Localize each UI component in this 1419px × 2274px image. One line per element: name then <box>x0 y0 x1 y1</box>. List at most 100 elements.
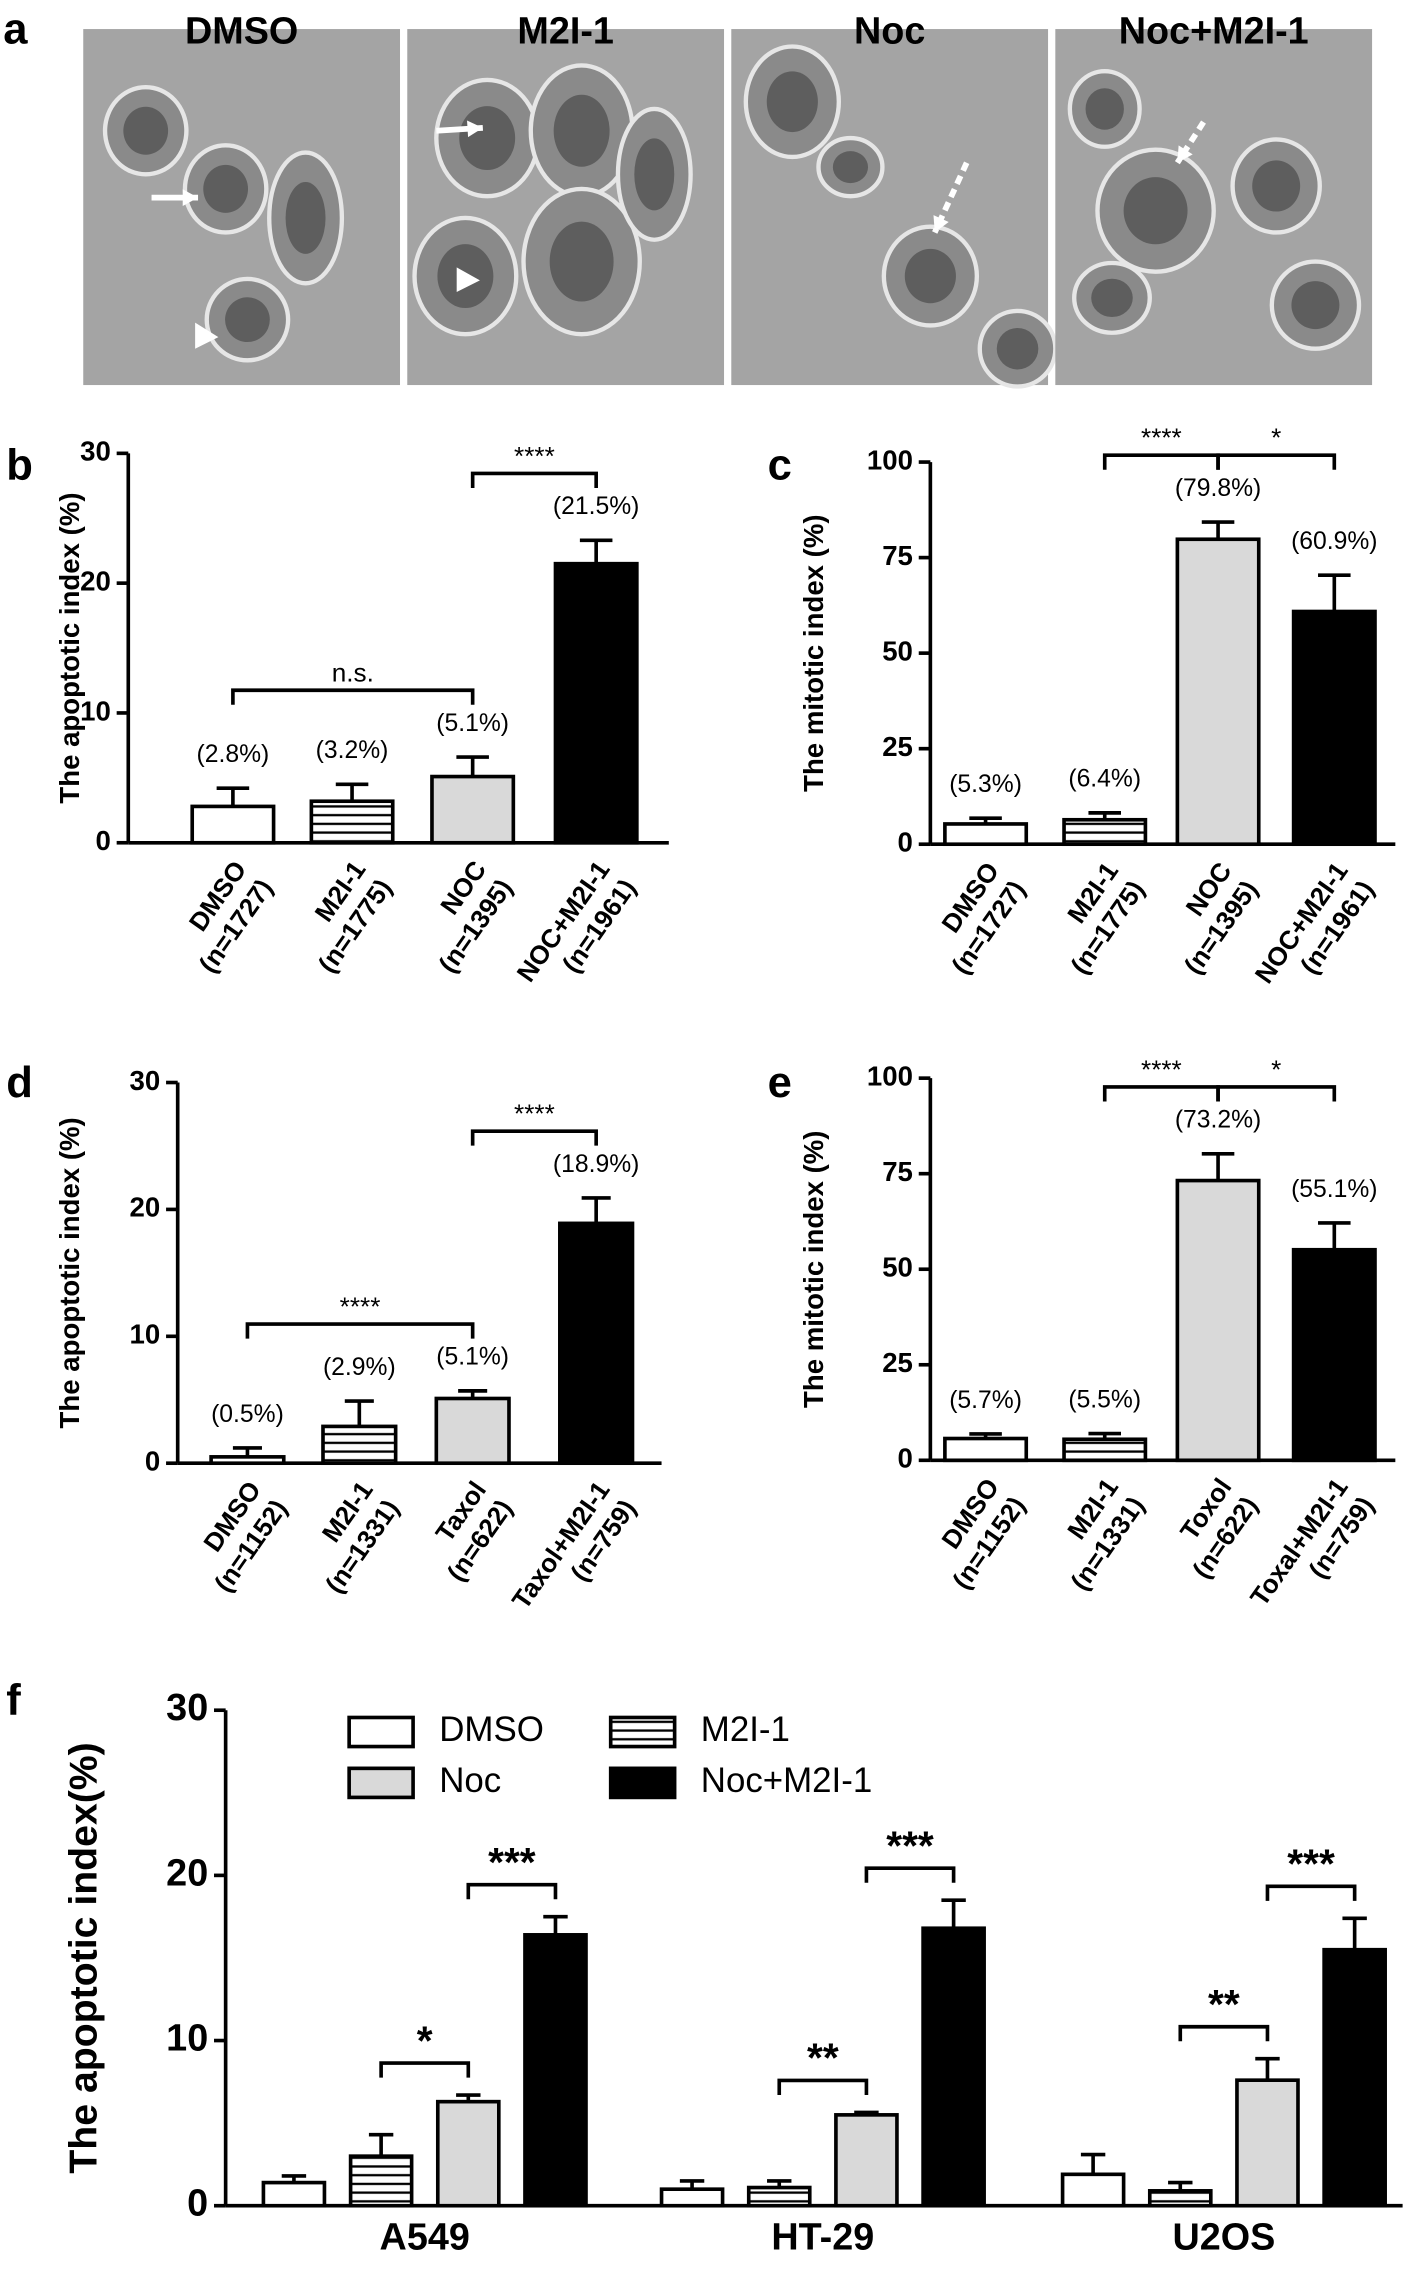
bar <box>943 1436 1029 1463</box>
y-tick-label: 0 <box>95 825 110 856</box>
y-tick-label: 75 <box>882 540 913 571</box>
panel-label: b <box>6 442 33 490</box>
x-tick-label-group: DMSO(n=1727) <box>935 857 1031 980</box>
bar <box>659 2187 725 2208</box>
significance-label: **** <box>1141 423 1182 453</box>
value-label: (60.9%) <box>1291 528 1377 555</box>
significance-bracket <box>470 471 598 489</box>
value-label: (5.3%) <box>949 771 1022 798</box>
value-label: (5.1%) <box>436 1344 509 1371</box>
significance-bracket <box>1216 453 1337 470</box>
nucleus <box>1085 88 1124 130</box>
value-label: (2.8%) <box>197 741 270 768</box>
arrowhead-mark <box>195 322 219 349</box>
bar <box>1291 609 1377 847</box>
bar <box>523 1933 588 2208</box>
x-tick-label-group: DMSO(n=1727) <box>183 855 279 978</box>
y-tick-label: 0 <box>145 1446 160 1477</box>
nucleus <box>203 164 249 213</box>
nucleus <box>123 106 169 155</box>
value-label: (6.4%) <box>1068 766 1141 793</box>
bar <box>921 1926 986 2208</box>
legend-label: DMSO <box>439 1710 544 1749</box>
bar <box>834 2113 899 2208</box>
significance-bracket <box>777 2078 869 2095</box>
arrow-head <box>182 189 199 206</box>
y-tick-label: 50 <box>882 1252 913 1283</box>
significance-label: **** <box>340 1291 381 1321</box>
significance-bracket <box>1102 1085 1220 1102</box>
bar <box>558 1221 635 1466</box>
panel-label: d <box>6 1059 33 1107</box>
bar <box>209 1455 286 1466</box>
significance-bracket <box>864 1866 956 1883</box>
bar <box>430 774 516 845</box>
y-tick-label: 100 <box>867 444 913 475</box>
significance-bracket <box>466 1882 558 1900</box>
nucleus <box>1091 278 1133 318</box>
y-tick-label: 20 <box>166 1852 208 1894</box>
legend-label: Noc <box>439 1761 501 1800</box>
x-tick-label-group: M2I-1(n=1775) <box>309 855 398 978</box>
x-tick-label-group: NOC(n=1395) <box>1178 857 1264 980</box>
significance-label: ** <box>807 2035 839 2081</box>
bar <box>1322 1947 1387 2208</box>
nucleus <box>766 71 818 133</box>
significance-label: n.s. <box>332 658 374 688</box>
x-tick-label-group: DMSO(n=1152) <box>935 1473 1031 1595</box>
bar <box>1235 2078 1300 2208</box>
value-label: (21.5%) <box>553 493 639 520</box>
x-tick-label: A549 <box>380 2216 470 2258</box>
significance-bracket <box>231 688 475 705</box>
image-title: DMSO <box>185 11 298 53</box>
value-label: (73.2%) <box>1175 1107 1261 1134</box>
y-axis-label: The apoptotic index (%) <box>54 1117 85 1428</box>
significance-bracket <box>1265 1884 1357 1901</box>
nucleus <box>285 181 326 254</box>
y-axis-label: The apoptotic index (%) <box>54 492 85 803</box>
arrow <box>1174 120 1206 165</box>
value-label: (5.7%) <box>949 1387 1022 1414</box>
image-title: Noc+M2I-1 <box>1119 11 1309 53</box>
nucleus <box>1123 177 1188 245</box>
y-tick-label: 20 <box>80 565 111 596</box>
x-tick-label-group: NOC(n=1395) <box>432 855 518 978</box>
y-tick-label: 100 <box>867 1060 913 1091</box>
x-tick-label-group: M2I-1(n=1331) <box>316 1476 405 1599</box>
bar <box>309 799 395 845</box>
legend-label: M2I-1 <box>701 1710 790 1749</box>
arrow-head <box>467 120 483 138</box>
x-tick-label-group: DMSO(n=1152) <box>197 1476 293 1598</box>
significance-bracket <box>1178 2024 1270 2042</box>
significance-label: **** <box>514 441 555 471</box>
bar <box>348 2154 414 2208</box>
x-tick-label-group: Toxol(n=622) <box>1174 1473 1264 1584</box>
y-tick-label: 25 <box>882 731 913 762</box>
legend-label: Noc+M2I-1 <box>701 1761 872 1800</box>
bar <box>553 561 639 845</box>
significance-bracket <box>379 2061 471 2078</box>
nucleus <box>996 327 1039 370</box>
x-tick-label: U2OS <box>1172 2216 1275 2258</box>
nucleus <box>549 221 614 302</box>
arrow-head <box>1177 145 1193 163</box>
value-label: (79.8%) <box>1175 475 1261 502</box>
bar <box>261 2180 327 2208</box>
y-axis-label: The mitotic index (%) <box>798 514 829 792</box>
image-title: Noc <box>854 11 925 53</box>
image-title: M2I-1 <box>517 11 614 53</box>
arrowhead-mark <box>456 267 480 293</box>
y-tick-label: 0 <box>187 2183 208 2225</box>
x-tick-label-group: Taxol(n=622) <box>429 1476 518 1587</box>
bar <box>1147 2189 1213 2208</box>
x-tick-label-group: M2I-1(n=1775) <box>1061 857 1150 980</box>
nucleus <box>832 151 869 184</box>
bar <box>1062 1437 1148 1463</box>
bar <box>321 1424 398 1466</box>
value-label: (0.5%) <box>211 1401 284 1428</box>
panel-label: a <box>3 6 28 54</box>
x-tick-label-group: Taxol+M2I-1(n=759) <box>506 1476 642 1615</box>
bar <box>434 1396 511 1466</box>
